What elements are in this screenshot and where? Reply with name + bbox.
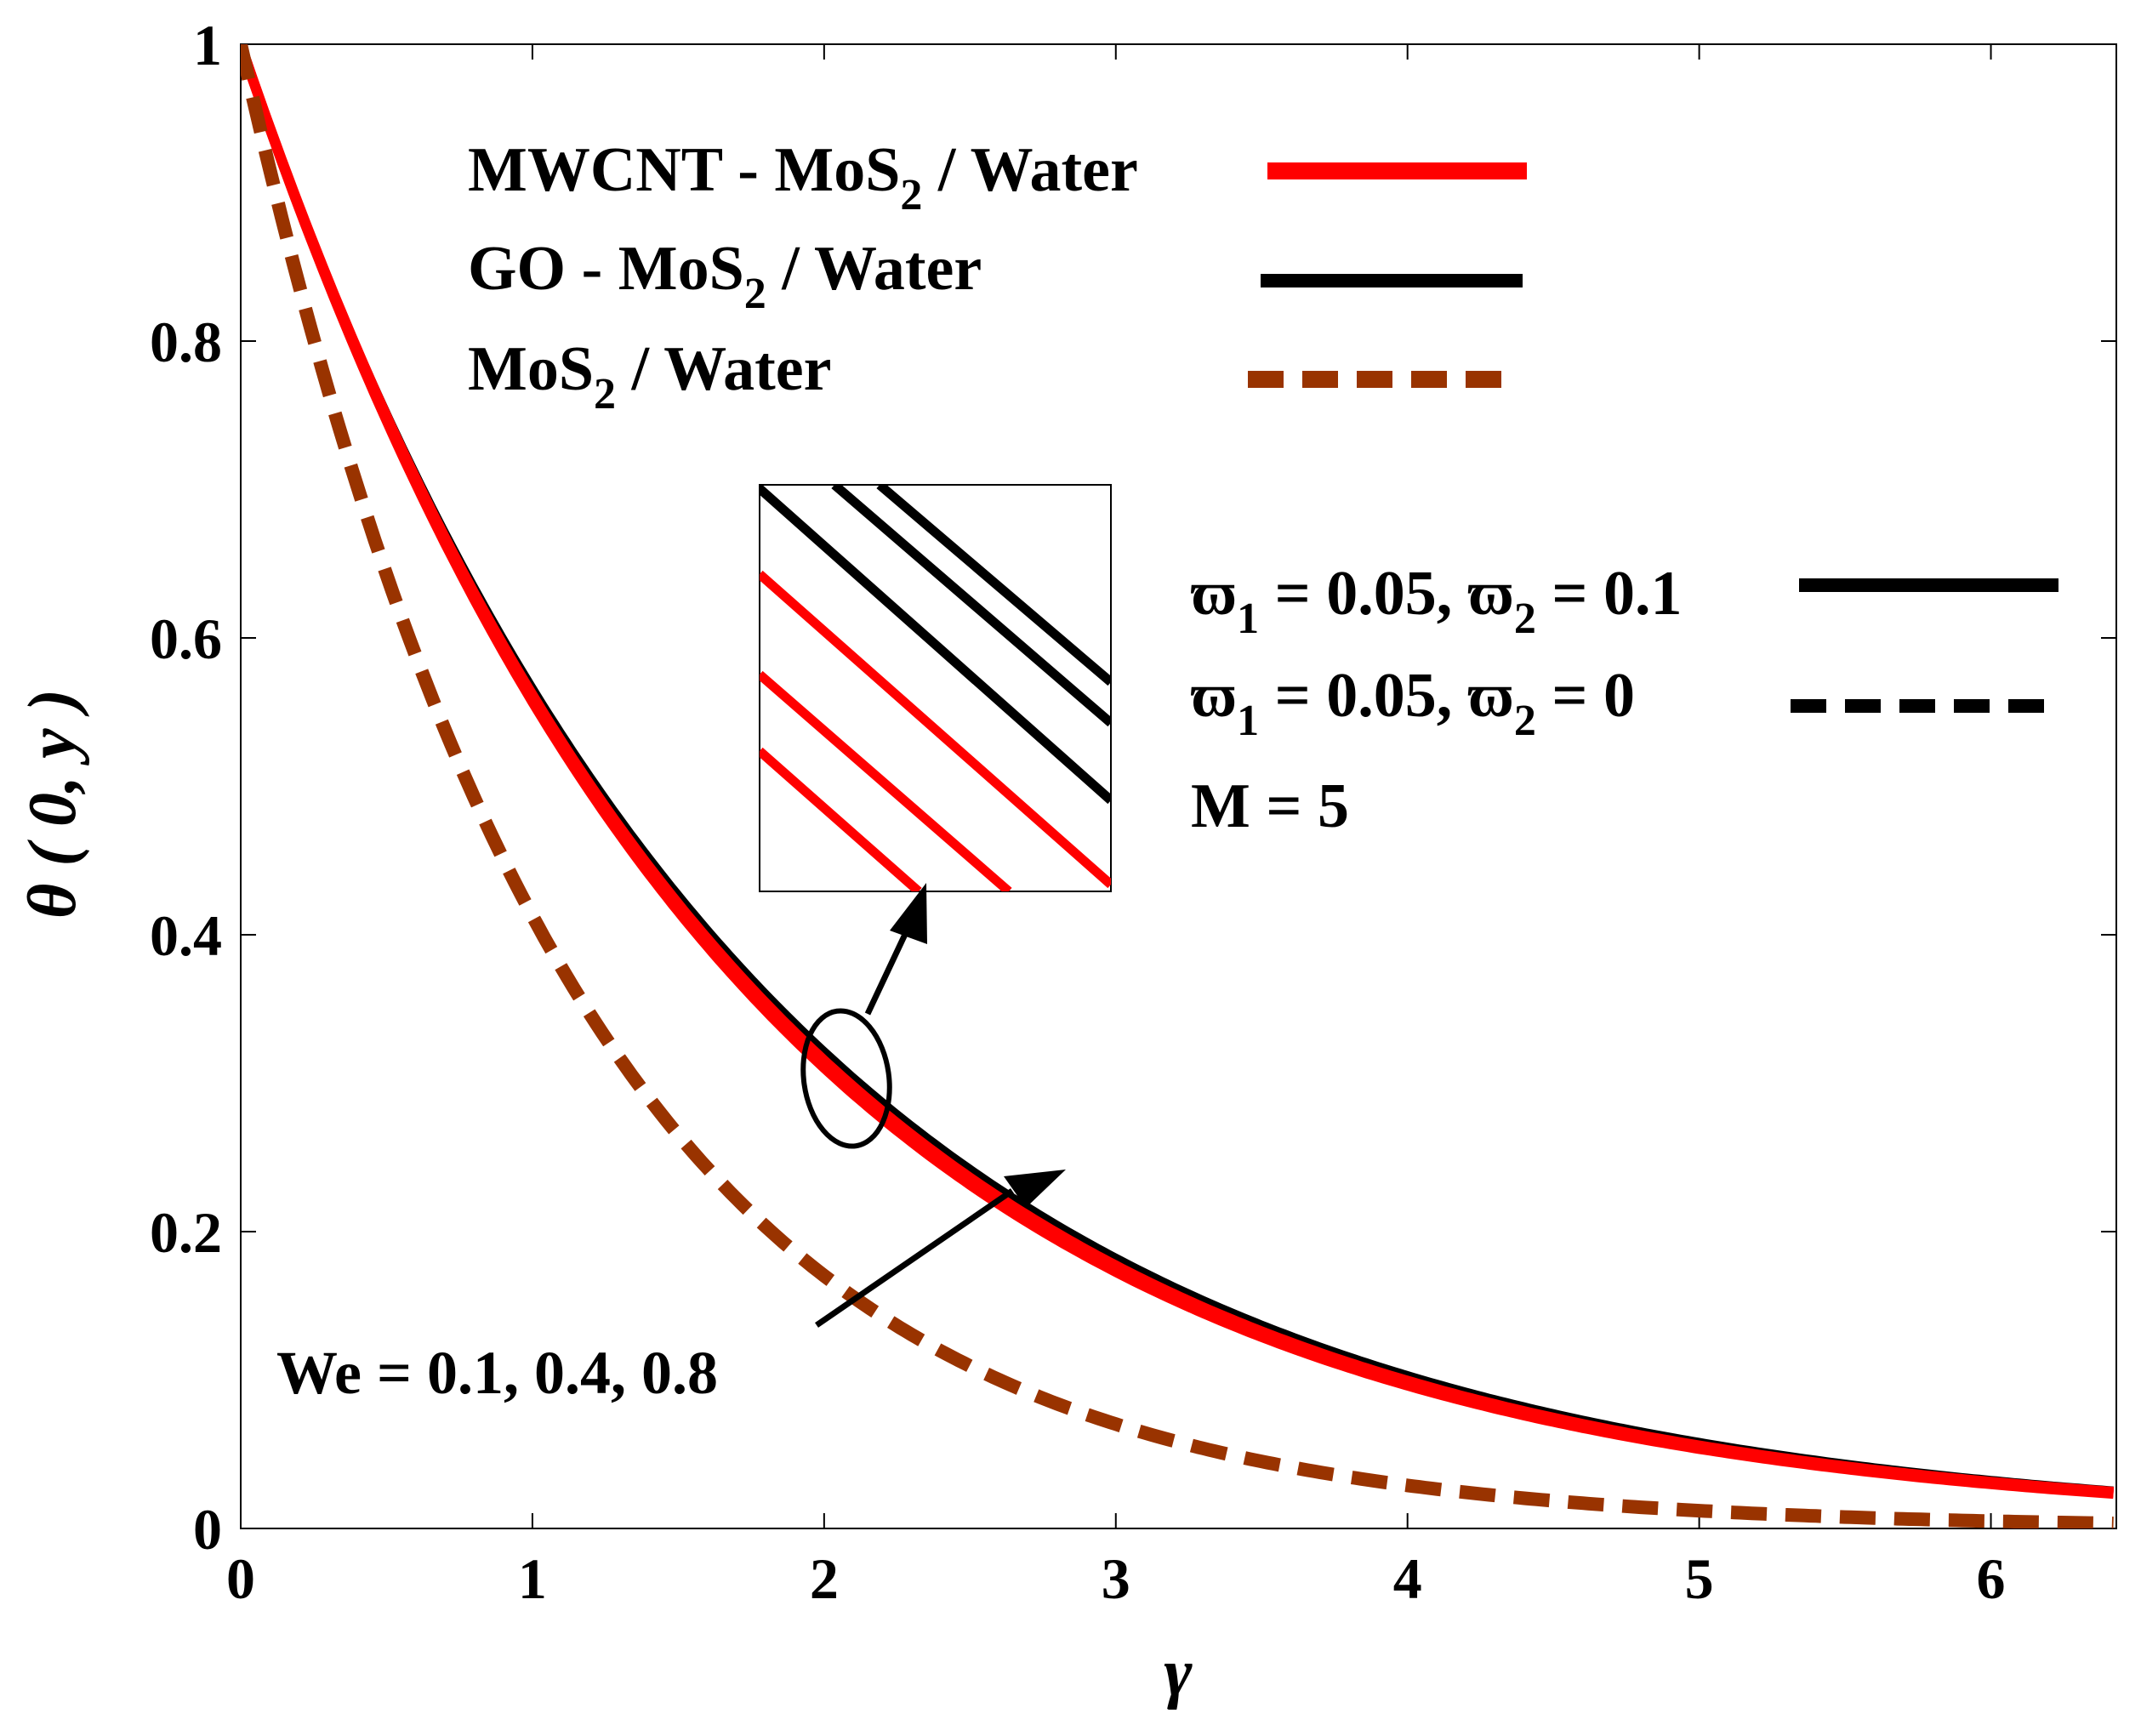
x-tick-label-2: 2 (810, 1546, 839, 1611)
y-tick-label-3: 0.6 (150, 606, 222, 671)
legend-fluid-1-label: MWCNT - MoS2 / Water (468, 135, 1138, 219)
we-arrow-shaft (815, 1188, 1014, 1328)
y-tick-label-4: 0.8 (150, 310, 222, 374)
legend-fluid-2-label: GO - MoS2 / Water (468, 234, 982, 318)
y-tick-label-1: 0.2 (150, 1200, 222, 1265)
inset-line-black-3 (876, 485, 1111, 686)
zoom-arrow-head (890, 883, 927, 944)
x-tick-label-3: 3 (1102, 1546, 1130, 1611)
plot-frame (240, 43, 2117, 1529)
param-m-label: M = 5 (1191, 771, 1349, 841)
y-tick-label-5: 1 (193, 13, 222, 77)
legend-param-2-label: ϖ1 = 0.05, ϖ2 = 0 (1191, 661, 1635, 745)
legend-params: ϖ1 = 0.05, ϖ2 = 0.1 ϖ1 = 0.05, ϖ2 = 0 M … (1191, 559, 2058, 841)
y-tick-label-2: 0.4 (150, 903, 222, 968)
x-tick-labels: 0 1 2 3 4 5 6 (226, 1546, 2006, 1611)
x-axis-title: γ (1164, 1636, 1193, 1710)
y-tick-label-0: 0 (193, 1497, 222, 1562)
inset-line-red-3 (760, 747, 922, 891)
series-line-6 (241, 44, 2115, 1528)
x-tick-label-1: 1 (518, 1546, 547, 1611)
x-tick-label-4: 4 (1393, 1546, 1422, 1611)
inset-line-red-2 (760, 670, 1012, 891)
legend-fluid-3-label: MoS2 / Water (468, 334, 831, 418)
legend-fluids: MWCNT - MoS2 / Water GO - MoS2 / Water M… (468, 135, 1527, 418)
y-tick-labels: 0 0.2 0.4 0.6 0.8 1 (150, 13, 222, 1562)
curves (241, 44, 2115, 1528)
x-tick-label-0: 0 (226, 1546, 255, 1611)
inset-line-black-2 (831, 485, 1111, 727)
x-tick-label-6: 6 (1977, 1546, 2006, 1611)
we-arrow-head (1004, 1170, 1066, 1208)
zoom-ellipse (800, 1008, 892, 1149)
x-tick-label-5: 5 (1685, 1546, 1714, 1611)
legend-param-1-label: ϖ1 = 0.05, ϖ2 = 0.1 (1191, 559, 1683, 643)
zoom-arrow-shaft (864, 925, 912, 1016)
inset-line-black-1 (760, 485, 1111, 805)
ticks (240, 43, 2116, 1529)
inset-line-red-1 (760, 570, 1111, 889)
we-annotation: We = 0.1, 0.4, 0.8 (276, 1339, 718, 1407)
zoom-inset (759, 484, 1112, 892)
y-axis-title: θ ( 0, y ) (15, 689, 90, 919)
series-line-5 (241, 44, 2115, 1500)
